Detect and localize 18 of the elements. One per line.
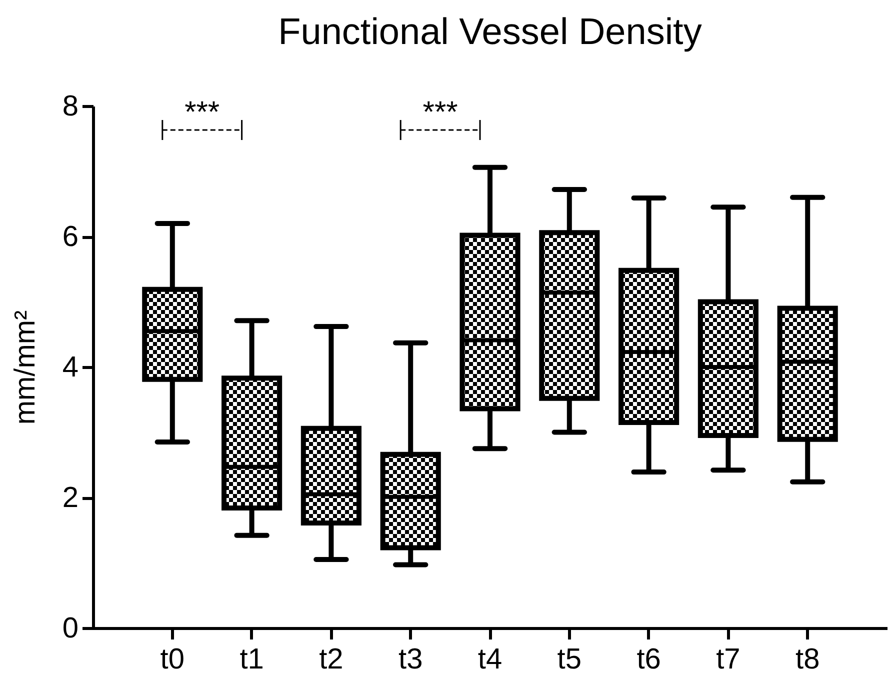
x-tick-label: t0: [160, 644, 184, 676]
y-tick-label: 4: [62, 352, 78, 384]
x-tick-label: t3: [398, 644, 423, 676]
y-tick-label: 0: [62, 612, 78, 644]
y-tick-label: 8: [62, 90, 78, 122]
annotation: ***: [422, 96, 458, 129]
x-tick-label: t2: [319, 644, 344, 676]
x-tick-label: t4: [478, 644, 502, 676]
chart-title: Functional Vessel Density: [278, 11, 702, 52]
y-axis-title: mm/mm²: [9, 310, 42, 425]
x-tick-label: t6: [636, 644, 661, 676]
x-tick-label: t8: [796, 644, 820, 676]
x-tick-label: t7: [716, 644, 740, 676]
x-tick-label: t5: [557, 644, 582, 676]
x-tick-label: t1: [240, 644, 264, 676]
y-tick-label: 2: [62, 482, 78, 514]
y-tick-label: 6: [62, 221, 78, 253]
annotation: ***: [184, 96, 220, 129]
